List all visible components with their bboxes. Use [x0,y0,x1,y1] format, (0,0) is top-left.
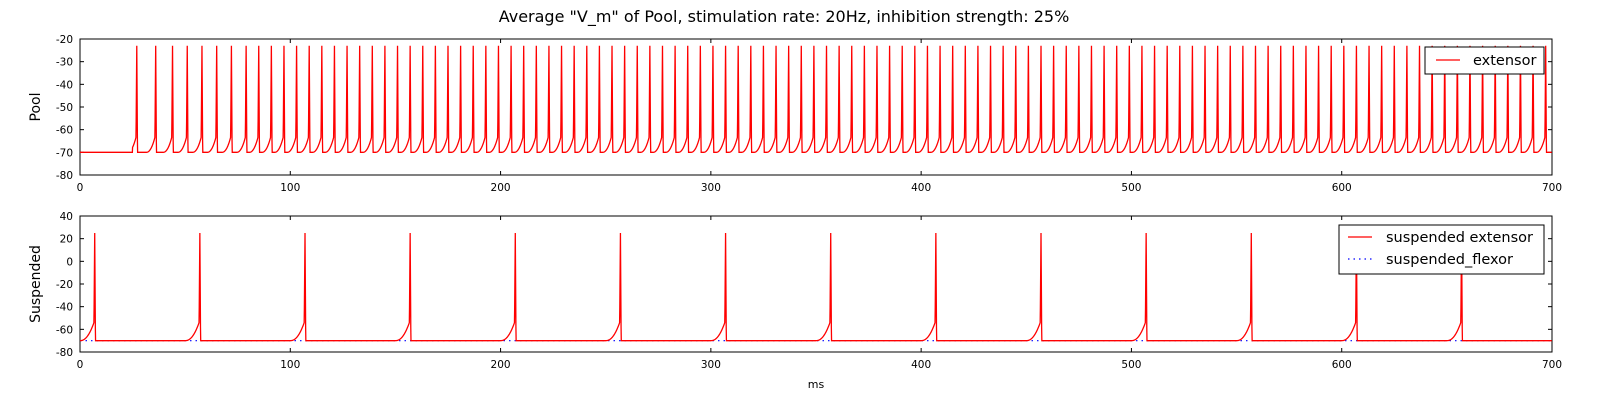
y-tick-label: -60 [56,125,73,137]
pool-legend-extensor-label: extensor [1473,53,1536,69]
y-tick-label: 40 [60,211,73,223]
pool-y-axis-label: Pool [28,93,44,122]
x-tick-label: 200 [491,359,511,371]
pool-extensor-line [80,45,1552,153]
y-tick-label: -80 [56,347,73,359]
x-axis-label: ms [808,378,825,391]
x-tick-label: 300 [701,359,721,371]
pool-y-ticks: -20 -30 -40 -50 -60 -70 -80 [56,34,1552,182]
y-tick-label: -20 [56,34,73,46]
suspended-legend: suspended extensor suspended_flexor [1338,224,1545,275]
x-tick-label: 400 [911,182,931,194]
suspended-extensor-line [79,232,1552,342]
suspended-panel: 0 100 200 300 400 500 600 700 40200-20-40-60-80… [28,211,1562,391]
legend-suspended-extensor-label: suspended extensor [1386,230,1533,246]
x-tick-label: 100 [280,359,300,371]
y-tick-label: 0 [66,256,73,268]
figure-title: Average "V_m" of Pool, stimulation rate:… [499,7,1070,27]
y-tick-label: -20 [56,279,73,291]
suspended-y-axis-label: Suspended [28,245,44,323]
y-tick-label: -60 [56,324,73,336]
x-tick-label: 100 [280,182,300,194]
x-tick-label: 700 [1542,359,1562,371]
x-tick-label: 500 [1121,359,1141,371]
y-tick-label: -50 [56,102,73,114]
x-tick-label: 0 [77,359,84,371]
suspended-y-ticks: 40 20 0 -20 -40 -60 -80 [56,211,1552,359]
x-tick-label: 0 [77,182,84,194]
y-tick-label: 20 [60,234,73,246]
pool-legend: extensor [1424,46,1545,75]
pool-panel: 0 100 200 300 400 500 600 700 -20 -30 -40 -50 -60 -7… [28,34,1562,194]
y-tick-label: -40 [56,302,73,314]
x-tick-label: 400 [911,359,931,371]
legend-suspended-flexor-label: suspended_flexor [1386,252,1513,268]
x-tick-label: 500 [1121,182,1141,194]
x-tick-label: 600 [1332,182,1352,194]
x-tick-label: 200 [491,182,511,194]
suspended-legend-box [1338,224,1545,275]
y-tick-label: -40 [56,79,73,91]
y-tick-label: -80 [56,170,73,182]
pool-x-ticks: 0 100 200 300 400 500 600 700 [77,39,1562,194]
x-tick-label: 300 [701,182,721,194]
y-tick-label: -70 [56,147,73,159]
y-tick-label: -30 [56,57,73,69]
suspended-x-ticks: 0 100 200 300 400 500 600 700 [77,216,1562,371]
x-tick-label: 600 [1332,359,1352,371]
x-tick-label: 700 [1542,182,1562,194]
